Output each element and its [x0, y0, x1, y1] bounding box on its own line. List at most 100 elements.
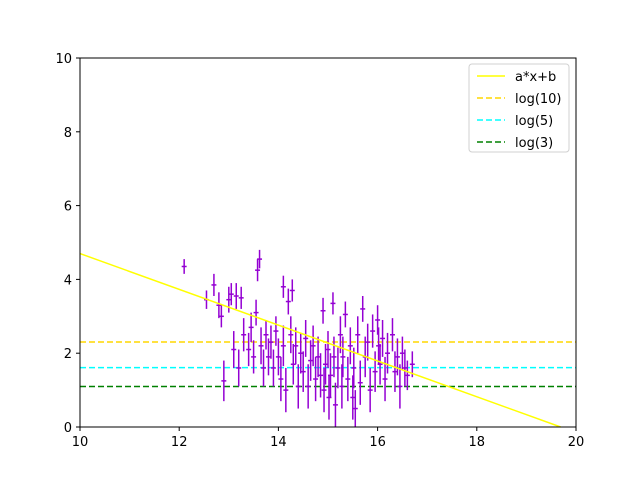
data-point [325, 331, 331, 368]
legend-entry: log(3) [477, 136, 553, 151]
data-point [375, 305, 381, 335]
data-point [315, 336, 321, 378]
data-point [330, 292, 336, 315]
data-point [253, 299, 259, 326]
data-point [390, 318, 395, 352]
data-point [310, 325, 316, 367]
data-point [318, 353, 324, 398]
data-point [295, 364, 301, 409]
legend-entry: log(5) [477, 114, 553, 129]
x-tick-label: 10 [72, 435, 89, 450]
data-point [397, 364, 403, 409]
data-point [377, 343, 383, 385]
data-point [360, 296, 366, 322]
y-tick-label: 8 [64, 126, 72, 141]
plot-frame [79, 57, 577, 428]
data-point [342, 301, 348, 328]
y-tick-label: 6 [64, 200, 72, 215]
x-tick-label: 18 [469, 435, 486, 450]
data-point [331, 336, 337, 378]
data-point [394, 338, 400, 376]
data-point [258, 327, 264, 365]
legend-label: log(5) [515, 114, 553, 129]
data-point [266, 338, 271, 376]
data-point [370, 314, 376, 348]
data-point [372, 351, 378, 392]
data-point [303, 319, 309, 357]
data-point [261, 349, 266, 387]
x-tick-label: 20 [568, 435, 585, 450]
x-tick-label: 12 [171, 435, 188, 450]
data-point [367, 367, 373, 413]
data-points [181, 249, 415, 427]
y-axis: 0 2 4 6 8 10 [55, 52, 80, 436]
fit-line [79, 252, 561, 428]
legend-label: log(10) [515, 92, 562, 107]
data-point [357, 360, 363, 405]
data-point [323, 343, 328, 385]
data-point [285, 288, 291, 315]
data-point [392, 351, 398, 392]
x-tick-label: 14 [270, 435, 287, 450]
data-point [293, 327, 299, 365]
data-point [283, 367, 289, 413]
data-point [350, 375, 356, 420]
fit-line-group [79, 252, 561, 428]
data-point [399, 336, 405, 370]
data-point [216, 292, 222, 319]
data-point [236, 349, 242, 387]
data-point [231, 331, 237, 368]
data-point [238, 286, 244, 309]
data-point [339, 364, 345, 409]
data-point [352, 390, 358, 427]
legend-label: a*x+b [515, 70, 556, 85]
data-point [289, 279, 295, 302]
data-point [402, 349, 408, 387]
data-point [221, 360, 227, 402]
data-point [228, 283, 234, 306]
data-point [351, 347, 357, 389]
data-point [288, 316, 294, 354]
legend-label: log(3) [515, 136, 553, 151]
legend-entry: log(10) [477, 92, 562, 107]
data-point [268, 325, 274, 359]
data-point [270, 349, 276, 387]
data-point [308, 340, 314, 381]
data-point [340, 336, 346, 378]
data-point [248, 312, 254, 343]
data-point [335, 347, 341, 389]
data-point [300, 351, 306, 392]
data-point [211, 273, 217, 297]
data-point [355, 316, 361, 354]
data-point [385, 332, 390, 374]
data-point [320, 297, 326, 324]
data-point [263, 319, 269, 350]
y-tick-label: 10 [55, 52, 72, 67]
data-point [365, 323, 371, 361]
data-point [241, 318, 247, 352]
data-point [278, 356, 284, 402]
data-point [218, 305, 224, 328]
data-point [332, 382, 338, 427]
data-point [255, 259, 261, 282]
data-point [246, 332, 252, 367]
data-point [313, 356, 319, 402]
legend-box [468, 63, 570, 153]
data-point [251, 340, 257, 374]
data-point [275, 338, 281, 376]
data-point [404, 360, 410, 391]
data-point [181, 259, 187, 274]
data-point [257, 249, 263, 269]
y-tick-label: 0 [64, 421, 72, 436]
data-point [345, 356, 351, 402]
data-point [328, 353, 333, 398]
data-point [280, 275, 286, 298]
legend-entry: a*x+b [477, 70, 556, 85]
legend: a*x+b log(10) log(5) log(3) [468, 63, 570, 153]
x-axis: 10 12 14 16 18 20 [72, 427, 585, 450]
data-point [280, 325, 286, 367]
data-point [298, 332, 304, 374]
data-point [290, 343, 296, 385]
x-tick-label: 16 [369, 435, 386, 450]
